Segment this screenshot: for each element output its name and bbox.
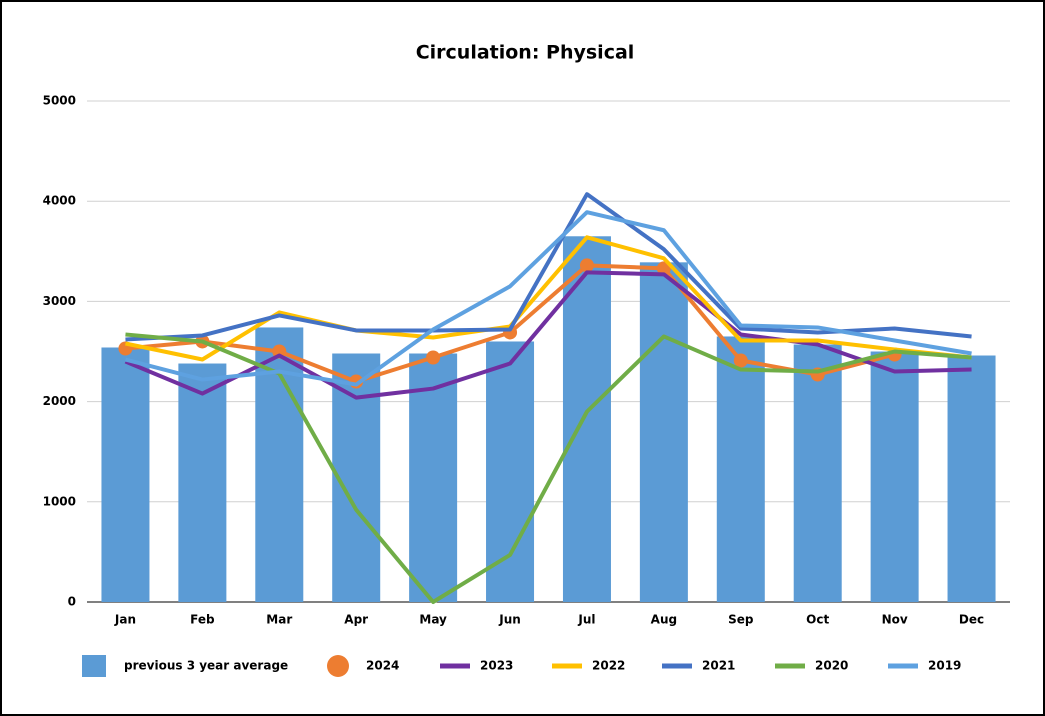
bar <box>101 347 150 602</box>
legend-swatch <box>82 655 106 677</box>
x-tick-label: May <box>419 613 447 627</box>
x-tick-label: Nov <box>882 613 908 627</box>
line <box>125 192 972 342</box>
legend-label: 2021 <box>702 659 735 673</box>
bar <box>562 236 611 602</box>
y-tick-label: 2000 <box>43 394 76 408</box>
x-tick-label: Aug <box>651 613 677 627</box>
x-tick-label: Dec <box>959 613 984 627</box>
y-tick-label: 5000 <box>43 94 76 108</box>
legend-label: 2019 <box>928 659 961 673</box>
x-tick-label: Feb <box>190 613 215 627</box>
x-tick-label: Jan <box>114 613 136 627</box>
marker <box>272 344 287 359</box>
line <box>124 270 972 400</box>
bar <box>870 351 919 602</box>
x-tick-label: Oct <box>806 613 829 627</box>
bar <box>716 336 765 602</box>
x-tick-label: Jul <box>577 613 595 627</box>
bar <box>947 355 996 602</box>
line <box>124 210 972 387</box>
marker <box>426 350 441 365</box>
legend-label: 2022 <box>592 659 625 673</box>
x-tick-label: Apr <box>344 613 368 627</box>
bar <box>178 363 227 602</box>
legend-swatch <box>327 655 349 677</box>
y-tick-label: 0 <box>68 595 76 609</box>
y-tick-label: 4000 <box>43 194 76 208</box>
bar <box>793 344 842 602</box>
x-tick-label: Sep <box>728 613 754 627</box>
line <box>125 332 972 604</box>
legend-label: previous 3 year average <box>124 659 288 673</box>
legend-label: 2023 <box>480 659 513 673</box>
legend-label: 2020 <box>815 659 848 673</box>
marker <box>733 353 748 368</box>
bar <box>639 262 688 602</box>
bar <box>409 353 458 602</box>
y-tick-label: 3000 <box>43 294 76 308</box>
x-tick-label: Mar <box>266 613 292 627</box>
marker <box>579 258 594 273</box>
chart-title: Circulation: Physical <box>416 42 635 64</box>
x-tick-label: Jun <box>498 613 521 627</box>
y-tick-label: 1000 <box>43 494 76 508</box>
bar <box>486 341 535 602</box>
legend-label: 2024 <box>366 659 399 673</box>
